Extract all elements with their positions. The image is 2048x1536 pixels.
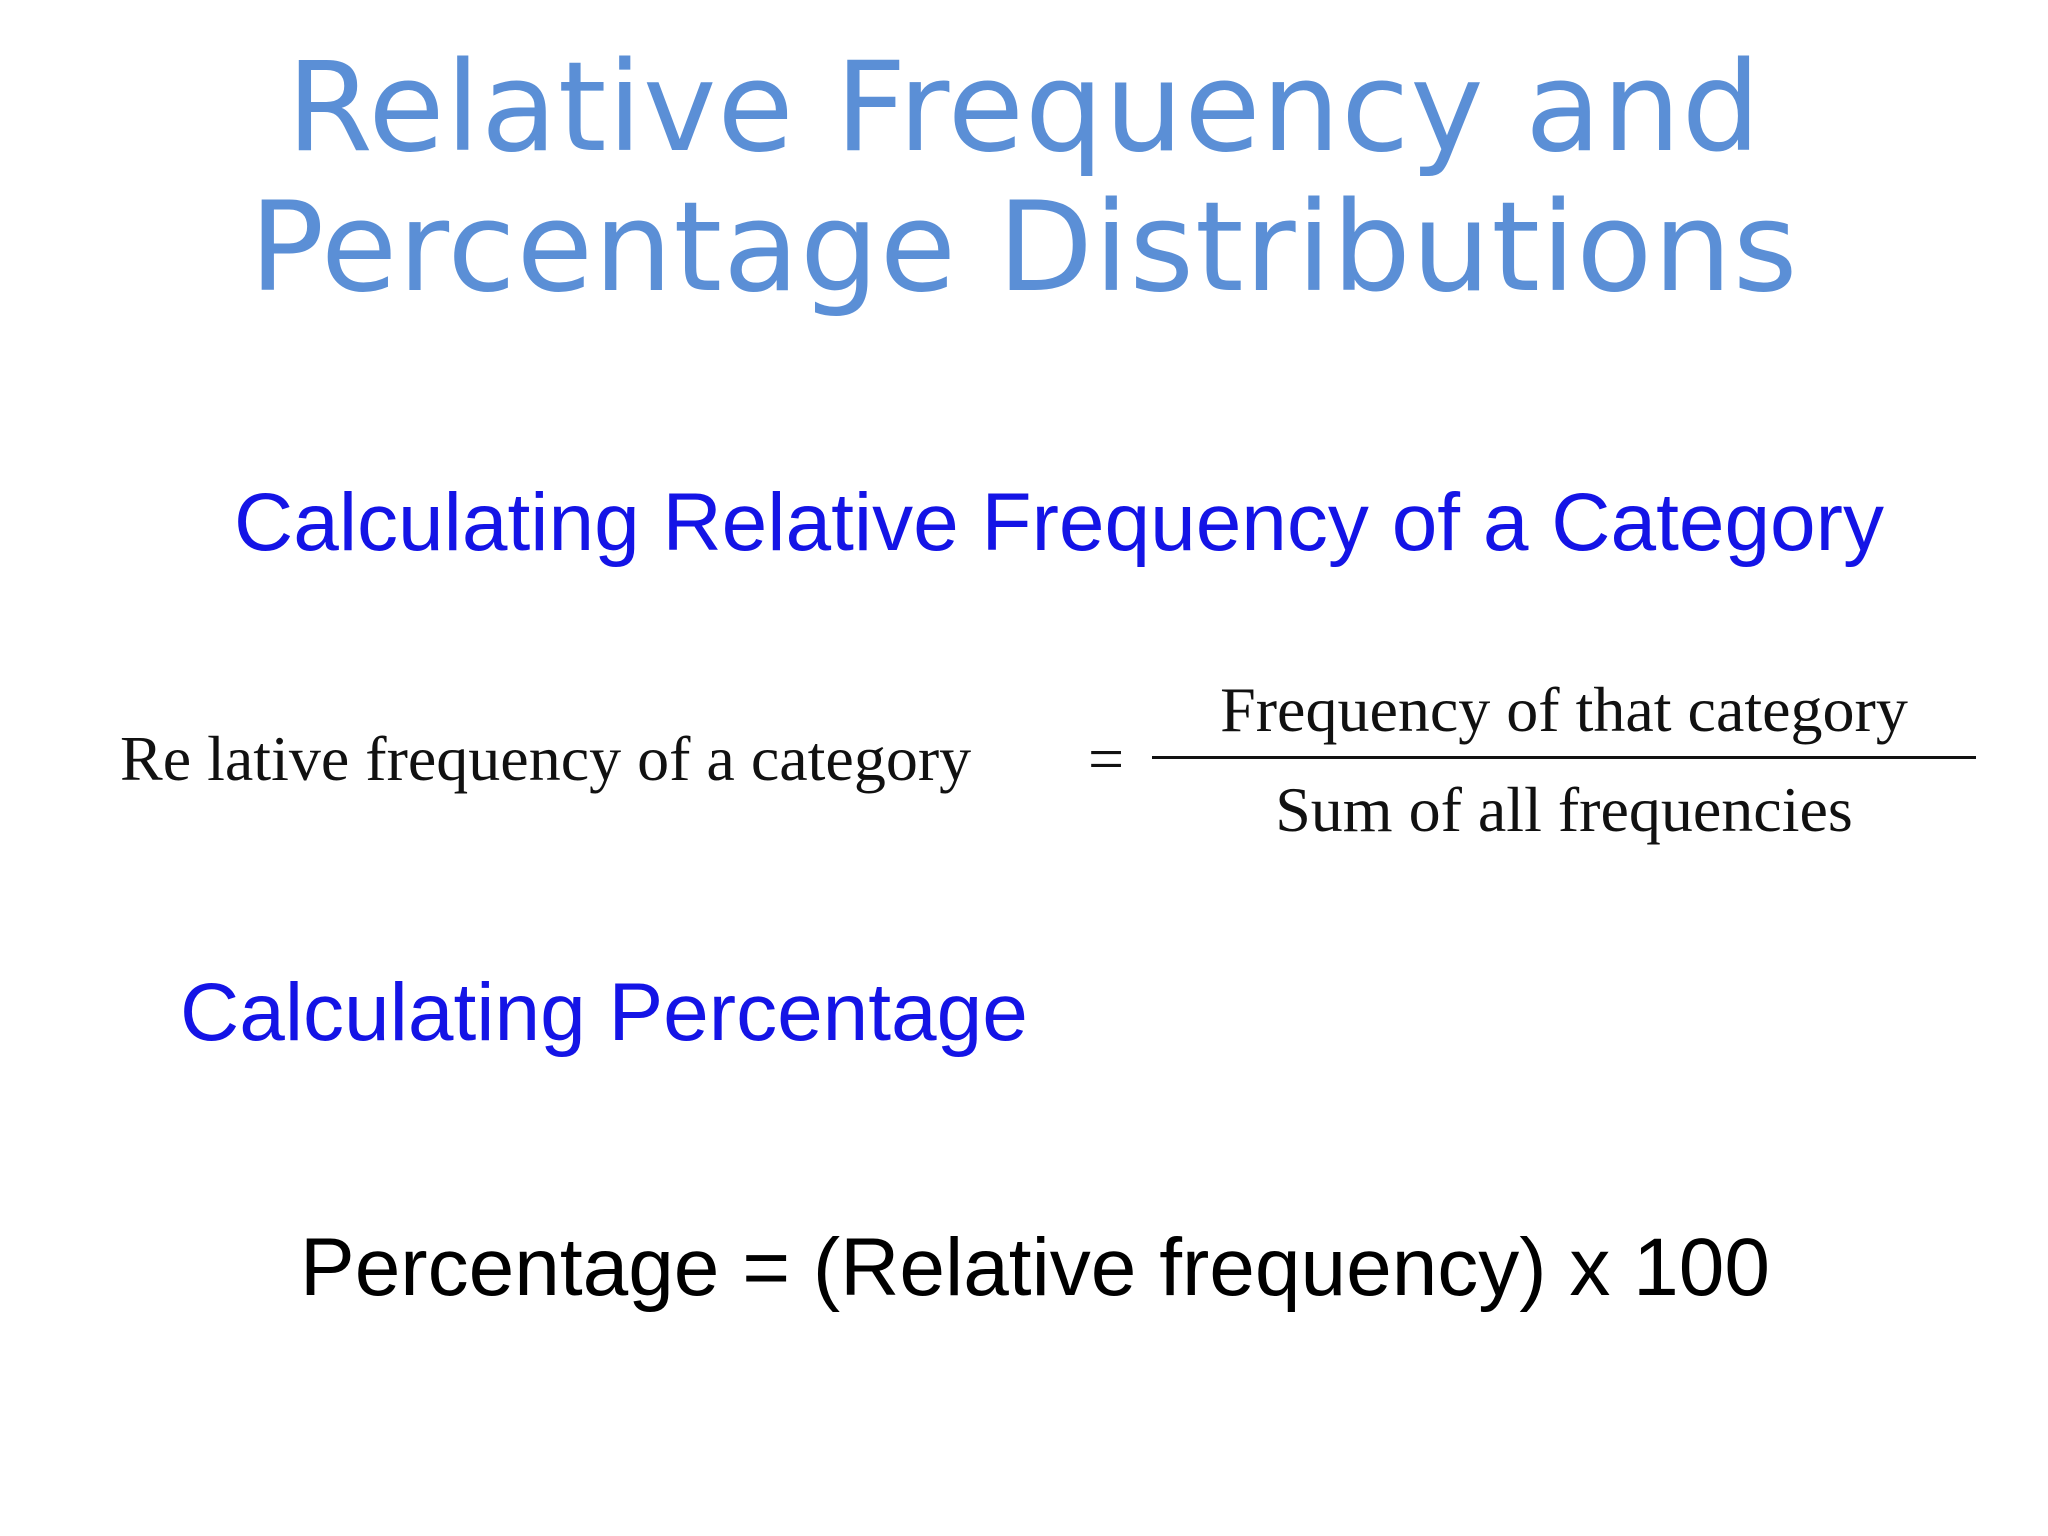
fraction-numerator: Frequency of that category xyxy=(1220,674,1908,745)
percentage-formula: Percentage = (Relative frequency) x 100 xyxy=(300,1222,1770,1313)
formula-fraction: Frequency of that category Sum of all fr… xyxy=(1152,670,1976,855)
relative-frequency-heading: Calculating Relative Frequency of a Cate… xyxy=(234,477,1884,568)
slide-title: Relative Frequency and Percentage Distri… xyxy=(0,38,2048,318)
fraction-bar xyxy=(1152,756,1976,759)
formula-left-side: Re lative frequency of a category xyxy=(120,723,972,794)
formula-equals-sign: = xyxy=(1088,723,1125,794)
slide-title-line-2: Percentage Distributions xyxy=(249,176,1799,320)
slide-title-line-1: Relative Frequency and xyxy=(286,36,1762,180)
percentage-heading: Calculating Percentage xyxy=(180,967,1028,1058)
fraction-denominator: Sum of all frequencies xyxy=(1275,774,1853,845)
relative-frequency-formula: Re lative frequency of a category = Freq… xyxy=(120,670,1976,855)
